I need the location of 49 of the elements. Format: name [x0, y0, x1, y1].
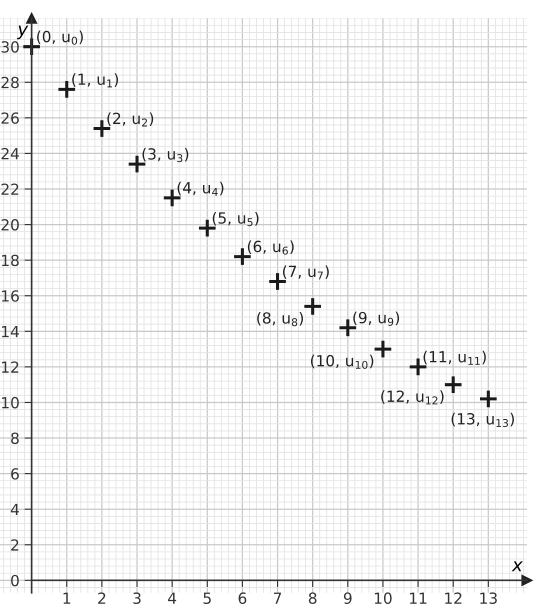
y-tick-label: 14: [2, 326, 19, 338]
x-tick-label: 12: [445, 592, 462, 604]
y-tick-label: 12: [2, 361, 18, 373]
y-axis-title: y: [16, 26, 28, 40]
x-tick-label: 6: [238, 592, 246, 604]
x-tick-label: 4: [168, 592, 176, 604]
annotation: (11, u$_{11}$): [424, 350, 486, 365]
x-tick-label: 8: [308, 592, 316, 604]
annotation: (1, u$_{1}$): [72, 73, 118, 88]
y-tick-label: 24: [1, 148, 19, 160]
x-tick-label: 5: [204, 592, 211, 604]
y-tick-label: 30: [2, 41, 19, 53]
y-tick-label: 22: [1, 183, 18, 195]
y-tick-label: 16: [2, 290, 19, 302]
x-tick-label: 3: [133, 592, 141, 604]
annotation: (12, u$_{12}$): [381, 390, 444, 404]
y-tick-label: 6: [11, 468, 19, 480]
annotation: (13, u$_{13}$): [452, 412, 514, 428]
point: [373, 339, 393, 359]
point: [443, 374, 464, 395]
annotation: (4, u$_{4}$): [178, 182, 224, 196]
annotation: (7, u$_{7}$): [283, 265, 329, 280]
x-tick-label: 1: [64, 592, 70, 604]
y-tick-label: 28: [1, 76, 19, 88]
y-tick-label: 10: [2, 396, 19, 408]
y-tick-label: 26: [1, 112, 19, 124]
y-tick-label: 2: [11, 539, 18, 551]
y-tick-label: 8: [11, 432, 19, 444]
annotation: (10, u$_{10}$): [310, 354, 374, 369]
y-tick-label: 0: [11, 574, 19, 586]
x-tick-label: 2: [98, 592, 106, 604]
annotation: (2, u$_{2}$): [107, 112, 154, 126]
annotation: (8, u$_{8}$): [257, 312, 303, 326]
annotation: (5, u$_{5}$): [212, 212, 259, 226]
x-tick-label: 9: [344, 592, 352, 604]
annotation: (3, u$_{3}$): [142, 148, 188, 162]
point: [478, 389, 498, 409]
y-tick-label: 20: [1, 219, 19, 231]
x-tick-label: 7: [274, 592, 282, 604]
y-tick-label: 4: [10, 504, 19, 515]
x-axis-title: x: [512, 561, 523, 572]
annotation: (0, u$_{0}$): [37, 30, 83, 45]
x-tick-label: 10: [374, 592, 392, 604]
x-tick-label: 11: [410, 592, 426, 604]
annotation: (9, u$_{9}$): [353, 312, 400, 326]
annotation: (6, u$_{6}$): [248, 240, 294, 255]
y-tick-label: 18: [2, 254, 19, 266]
x-tick-label: 13: [480, 592, 497, 604]
point: [302, 296, 323, 316]
